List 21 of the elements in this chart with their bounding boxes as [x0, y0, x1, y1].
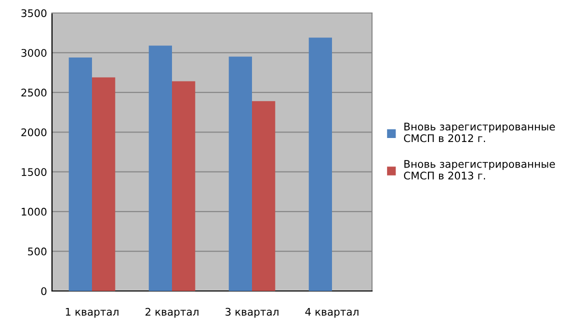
- bar: [92, 77, 116, 291]
- bar: [172, 81, 196, 291]
- x-tick-label: 1 квартал: [66, 308, 118, 318]
- x-tick-label: 2 квартал: [146, 308, 198, 318]
- bar: [308, 38, 332, 291]
- y-tick-label: 2500: [21, 88, 46, 97]
- bar: [228, 56, 252, 291]
- y-tick-label: 0: [41, 287, 46, 296]
- bar: [252, 101, 276, 291]
- y-tick-label: 2000: [21, 128, 46, 136]
- bar: [68, 57, 92, 291]
- x-tick-label: 4 квартал: [305, 308, 358, 318]
- y-tick-label: 1500: [22, 168, 46, 176]
- y-tick-label: 3500: [21, 9, 46, 18]
- y-tick-label: 1000: [22, 208, 46, 216]
- y-tick-label: 3000: [21, 48, 46, 57]
- legend-label: Вновь зарегистрированные СМСП в 2012 г.: [404, 122, 555, 142]
- bar: [148, 46, 172, 291]
- legend-label: Вновь зарегистрированные СМСП в 2013 г.: [404, 160, 555, 180]
- y-tick-label: 500: [28, 248, 46, 256]
- x-tick-label: 3 квартал: [226, 308, 278, 318]
